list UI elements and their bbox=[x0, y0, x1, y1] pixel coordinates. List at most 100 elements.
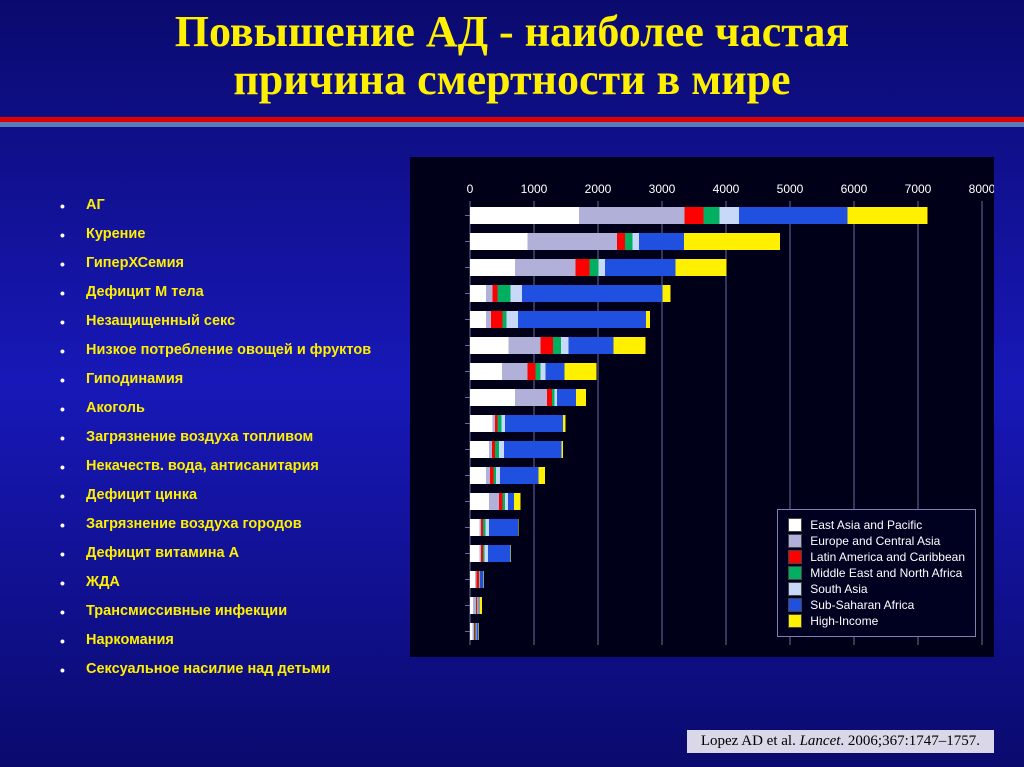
bar-segment-lac bbox=[495, 415, 498, 432]
bar-segment-eca bbox=[473, 597, 476, 614]
bar-row bbox=[470, 571, 484, 588]
bar-segment-ssa bbox=[489, 519, 518, 536]
bar-segment-eca bbox=[486, 467, 490, 484]
bar-segment-eap bbox=[470, 233, 528, 250]
bar-row bbox=[470, 441, 563, 458]
bar-segment-eca bbox=[515, 259, 576, 276]
legend-item: Latin America and Caribbean bbox=[788, 550, 965, 564]
bullet-item: •Дефицит М тела bbox=[60, 284, 410, 302]
bar-segment-sa bbox=[476, 623, 477, 640]
bar-segment-sa bbox=[633, 233, 639, 250]
legend-item: High-Income bbox=[788, 614, 965, 628]
bar-segment-mena bbox=[535, 363, 540, 380]
bullet-item: •Сексуальное насилие над детьми bbox=[60, 661, 410, 679]
bar-segment-eap bbox=[470, 571, 475, 588]
bullet-item: •Курение bbox=[60, 226, 410, 244]
bar-segment-eca bbox=[486, 311, 491, 328]
bar-segment-mena bbox=[498, 285, 511, 302]
bar-segment-ssa bbox=[739, 207, 848, 224]
bar-segment-ssa bbox=[488, 545, 510, 562]
bullet-marker-icon: • bbox=[60, 545, 70, 563]
bar-segment-eca bbox=[492, 415, 495, 432]
bar-segment-hi bbox=[483, 571, 484, 588]
bar-segment-ssa bbox=[505, 415, 563, 432]
bar-segment-eca bbox=[579, 207, 685, 224]
bullet-item: •Наркомания bbox=[60, 632, 410, 650]
content-area: •АГ•Курение•ГиперХСемия•Дефицит М тела•Н… bbox=[0, 127, 1024, 690]
bar-row bbox=[470, 415, 565, 432]
bar-row bbox=[470, 311, 650, 328]
bar-segment-ssa bbox=[480, 571, 483, 588]
legend-label: Sub-Saharan Africa bbox=[810, 598, 914, 612]
bullet-item: •Незащищенный секс bbox=[60, 313, 410, 331]
x-tick-label: 3000 bbox=[649, 182, 676, 196]
bar-segment-sa bbox=[554, 389, 557, 406]
bullet-item: •ЖДА bbox=[60, 574, 410, 592]
bar-segment-sa bbox=[506, 311, 518, 328]
bullet-item: •Низкое потребление овощей и фруктов bbox=[60, 342, 410, 360]
bar-segment-mena bbox=[498, 415, 502, 432]
bullet-marker-icon: • bbox=[60, 313, 70, 331]
title-line-2: причина смертности в мире bbox=[233, 55, 790, 104]
bullet-marker-icon: • bbox=[60, 516, 70, 534]
bar-segment-ssa bbox=[504, 441, 562, 458]
bullet-item: •АГ bbox=[60, 197, 410, 215]
legend-swatch bbox=[788, 550, 802, 564]
legend-swatch bbox=[788, 534, 802, 548]
x-tick-label: 7000 bbox=[905, 182, 932, 196]
legend-label: East Asia and Pacific bbox=[810, 518, 922, 532]
bar-segment-lac bbox=[481, 519, 483, 536]
legend-label: South Asia bbox=[810, 582, 867, 596]
bar-segment-hi bbox=[538, 467, 544, 484]
bar-segment-sa bbox=[501, 415, 505, 432]
bar-row bbox=[470, 493, 521, 510]
bar-segment-mena bbox=[495, 441, 499, 458]
bar-segment-ssa bbox=[500, 467, 538, 484]
bar-segment-hi bbox=[563, 415, 566, 432]
slide-title: Повышение АД - наиболее частая причина с… bbox=[0, 0, 1024, 117]
x-tick-label: 1000 bbox=[521, 182, 548, 196]
bar-segment-eca bbox=[480, 519, 481, 536]
bar-row bbox=[470, 389, 586, 406]
bar-row bbox=[470, 337, 645, 354]
legend-label: High-Income bbox=[810, 614, 878, 628]
bar-segment-eap bbox=[470, 363, 502, 380]
bullet-marker-icon: • bbox=[60, 284, 70, 302]
bullet-marker-icon: • bbox=[60, 574, 70, 592]
bar-segment-eap bbox=[470, 545, 480, 562]
bullet-label: АГ bbox=[86, 197, 105, 213]
bar-segment-lac bbox=[547, 389, 552, 406]
bar-segment-lac bbox=[576, 259, 590, 276]
bullet-marker-icon: • bbox=[60, 458, 70, 476]
bar-segment-eca bbox=[473, 623, 474, 640]
bullet-marker-icon: • bbox=[60, 661, 70, 679]
bar-segment-mena bbox=[483, 519, 486, 536]
bar-segment-eap bbox=[470, 467, 486, 484]
bullet-label: Дефицит витамина А bbox=[86, 545, 239, 561]
citation-author: Lopez AD et al. bbox=[701, 733, 800, 749]
citation-tail: . 2006;367:1747–1757. bbox=[840, 733, 980, 749]
bar-segment-sa bbox=[485, 545, 488, 562]
bar-segment-mena bbox=[483, 545, 485, 562]
bar-segment-sa bbox=[540, 363, 545, 380]
legend-label: Middle East and North Africa bbox=[810, 566, 962, 580]
bar-segment-sa bbox=[499, 441, 504, 458]
bar-segment-sa bbox=[510, 285, 522, 302]
bar-segment-sa bbox=[496, 467, 500, 484]
bar-row bbox=[470, 233, 780, 250]
bullet-marker-icon: • bbox=[60, 429, 70, 447]
bar-segment-eap bbox=[470, 285, 486, 302]
bar-segment-eca bbox=[489, 441, 492, 458]
bar-segment-eca bbox=[508, 337, 540, 354]
bullet-item: •Трансмиссивные инфекции bbox=[60, 603, 410, 621]
bar-segment-lac bbox=[474, 623, 475, 640]
bar-row bbox=[470, 467, 545, 484]
x-tick-label: 6000 bbox=[841, 182, 868, 196]
bar-segment-sa bbox=[599, 259, 605, 276]
bar-segment-ssa bbox=[476, 623, 478, 640]
bar-segment-eca bbox=[502, 363, 528, 380]
legend-label: Europe and Central Asia bbox=[810, 534, 940, 548]
bar-row bbox=[470, 259, 727, 276]
bullet-item: •Загрязнение воздуха городов bbox=[60, 516, 410, 534]
bar-segment-mena bbox=[475, 623, 476, 640]
